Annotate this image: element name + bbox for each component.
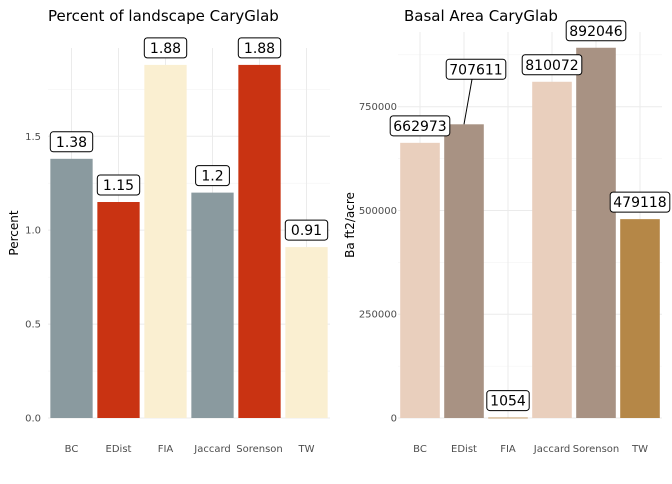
- chart-panel-1: 0.0 0.5 1.0 1.5 BC EDist FIA Jaccard Sorenson TW 1…: [7, 7, 330, 455]
- y-tick-label: 0.5: [25, 320, 41, 331]
- x-tick-label: BC: [65, 444, 79, 455]
- data-label: 1.88: [244, 41, 275, 57]
- data-label-box: [284, 219, 329, 241]
- y-tick-label: 0.0: [25, 414, 41, 425]
- bar-tw: [620, 219, 660, 418]
- data-label-box: [195, 165, 230, 187]
- x-tick-label: EDist: [106, 444, 132, 455]
- y-tick-label: 0: [391, 414, 397, 425]
- data-label-box: [565, 20, 627, 42]
- data-label: 892046: [569, 24, 623, 40]
- data-label-box: [237, 37, 282, 59]
- data-label: 479118: [613, 195, 666, 211]
- data-label-leader: [463, 79, 473, 125]
- y-tick-label: 1.0: [25, 226, 41, 237]
- y-tick-label: 250000: [359, 310, 397, 321]
- data-label: 1.15: [103, 178, 134, 194]
- data-label: 662973: [393, 119, 446, 135]
- y-tick-label: 500000: [359, 206, 397, 217]
- bar-sorenson: [238, 64, 281, 418]
- x-tick-label: Jaccard: [193, 444, 230, 455]
- chart-title: Percent of landscape CaryGlab: [48, 7, 279, 25]
- data-label: 1.38: [56, 135, 87, 151]
- bar-jaccard: [532, 81, 572, 419]
- data-label: 0.91: [291, 223, 322, 239]
- data-label: 1.2: [201, 169, 223, 185]
- bar-fia: [144, 64, 187, 418]
- data-label-box: [521, 54, 583, 76]
- bar-fia: [488, 417, 528, 419]
- bar-edist: [444, 124, 484, 418]
- bar-sorenson: [576, 47, 616, 418]
- bar-bc: [50, 158, 93, 418]
- bar-edist: [97, 202, 140, 418]
- data-label-box: [49, 131, 94, 153]
- x-tick-label: TW: [631, 444, 648, 455]
- x-tick-label: FIA: [500, 444, 516, 455]
- bar-jaccard: [191, 192, 234, 418]
- y-axis-label: Ba ft2/acre: [343, 192, 357, 258]
- chart-panel-2: 0 250000 500000 750000 BC EDist FIA Jaccard Sore…: [343, 7, 671, 455]
- bar-bc: [400, 142, 440, 418]
- data-label-box: [445, 58, 507, 80]
- data-label-box: [389, 115, 451, 137]
- x-tick-label: FIA: [158, 444, 174, 455]
- data-label: 810072: [525, 58, 578, 74]
- data-label-box: [609, 191, 671, 213]
- x-tick-label: EDist: [451, 444, 477, 455]
- data-label: 1.88: [150, 41, 181, 57]
- bar-tw: [285, 247, 328, 418]
- x-tick-label: BC: [413, 444, 427, 455]
- chart-title: Basal Area CaryGlab: [404, 7, 558, 25]
- data-label-box: [143, 37, 188, 59]
- x-tick-label: TW: [298, 444, 315, 455]
- y-axis-label: Percent: [7, 210, 21, 255]
- data-label-box: [486, 390, 530, 412]
- y-tick-label: 1.5: [25, 132, 41, 143]
- x-tick-label: Sorenson: [573, 444, 620, 455]
- data-label: 707611: [449, 62, 502, 78]
- data-label: 1054: [490, 394, 526, 410]
- x-tick-label: Jaccard: [533, 444, 570, 455]
- x-tick-label: Sorenson: [236, 444, 283, 455]
- data-label-box: [96, 174, 141, 196]
- y-tick-label: 750000: [359, 102, 397, 113]
